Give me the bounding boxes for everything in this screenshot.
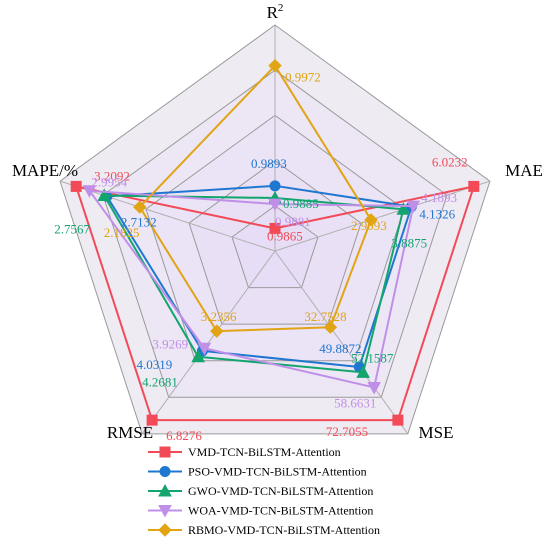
axis-labels: R2 MAE MSE RMSE MAPE/% xyxy=(12,2,543,442)
legend-item: WOA-VMD-TCN-BiLSTM-Attention xyxy=(148,504,373,518)
series-point xyxy=(392,414,404,426)
data-label: 2.9093 xyxy=(351,218,387,233)
series-line xyxy=(103,194,405,374)
series-point xyxy=(268,198,282,212)
series-point xyxy=(364,213,378,227)
data-label: 58.6631 xyxy=(334,395,376,410)
series-3 xyxy=(97,188,411,378)
axis-label: MAE xyxy=(505,161,543,180)
data-label: 3.2356 xyxy=(201,309,237,324)
data-label: 0.9885 xyxy=(283,196,319,211)
data-label: 4.1893 xyxy=(421,190,457,205)
series-point xyxy=(158,523,172,537)
radar-grid xyxy=(59,24,491,435)
series-point xyxy=(158,505,172,518)
data-label: 3.2092 xyxy=(94,168,130,183)
series-line xyxy=(138,64,373,333)
data-labels: 0.9865 6.0232 72.7055 6.8276 3.2092 0.9893 4.1… xyxy=(54,70,467,443)
data-label: 4.2681 xyxy=(142,375,178,390)
series-4 xyxy=(82,185,421,395)
series-point xyxy=(269,180,281,192)
legend-label: PSO-VMD-TCN-BiLSTM-Attention xyxy=(188,465,367,479)
series-point xyxy=(468,180,480,192)
series-point xyxy=(323,320,338,334)
series-point xyxy=(396,202,411,215)
data-label: 49.8872 xyxy=(319,341,361,356)
data-label: 52.1587 xyxy=(351,350,394,365)
legend-item: RBMO-VMD-TCN-BiLSTM-Attention xyxy=(148,523,380,537)
axis-label: MSE xyxy=(419,423,454,442)
legend-item: GWO-VMD-TCN-BiLSTM-Attention xyxy=(148,483,373,498)
data-label: 4.0319 xyxy=(136,357,172,372)
axis-label: MAPE/% xyxy=(12,161,78,180)
series-point xyxy=(159,446,171,458)
data-label: 2.7132 xyxy=(121,214,157,229)
series-point xyxy=(269,222,281,234)
series-point xyxy=(146,414,158,426)
series-layer xyxy=(70,58,480,426)
series-point xyxy=(70,180,82,192)
data-label: 72.7055 xyxy=(326,424,368,439)
series-point xyxy=(191,349,206,363)
data-label: 0.9972 xyxy=(285,70,321,85)
series-point xyxy=(406,200,421,214)
legend-label: WOA-VMD-TCN-BiLSTM-Attention xyxy=(188,504,373,518)
series-point xyxy=(210,324,224,338)
series-point xyxy=(97,188,112,202)
legend-item: PSO-VMD-TCN-BiLSTM-Attention xyxy=(148,465,367,479)
series-point xyxy=(268,58,282,73)
data-label: 2.1825 xyxy=(104,225,140,240)
grid-spoke xyxy=(274,250,409,435)
series-point xyxy=(367,381,381,395)
series-point xyxy=(133,200,147,214)
legend-item: VMD-TCN-BiLSTM-Attention xyxy=(148,445,341,459)
data-label: 0.9881 xyxy=(275,214,311,229)
legend: VMD-TCN-BiLSTM-Attention PSO-VMD-TCN-BiLS… xyxy=(148,445,380,537)
data-label: 3.8875 xyxy=(391,235,427,250)
axis-label: RMSE xyxy=(107,423,153,442)
data-label: 6.8276 xyxy=(166,428,202,443)
data-label: 6.0232 xyxy=(432,154,468,169)
axis-label: R2 xyxy=(267,2,284,22)
data-label: 2.9954 xyxy=(91,175,127,190)
data-label: 2.7567 xyxy=(54,222,90,237)
legend-label: GWO-VMD-TCN-BiLSTM-Attention xyxy=(188,484,373,498)
series-point xyxy=(197,342,212,356)
series-5 xyxy=(133,58,378,338)
series-point xyxy=(356,365,370,378)
data-label: 0.9865 xyxy=(267,228,303,243)
data-label: 32.7528 xyxy=(304,309,346,324)
series-point xyxy=(158,483,172,497)
legend-label: RBMO-VMD-TCN-BiLSTM-Attention xyxy=(188,523,380,537)
data-label: 3.9269 xyxy=(152,336,188,351)
data-label: 4.1326 xyxy=(419,207,455,222)
legend-label: VMD-TCN-BiLSTM-Attention xyxy=(188,445,341,459)
grid-spoke xyxy=(274,180,491,252)
data-label: 0.9893 xyxy=(251,156,287,171)
series-point xyxy=(82,185,97,198)
series-line xyxy=(88,189,415,389)
grid-spoke xyxy=(59,180,276,252)
grid-spoke xyxy=(141,250,276,435)
series-point xyxy=(159,466,171,477)
